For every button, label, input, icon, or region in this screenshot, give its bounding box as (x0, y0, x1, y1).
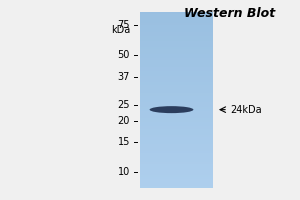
Text: Western Blot: Western Blot (184, 7, 276, 20)
Bar (140, 148, 213, 151)
Bar (140, 144, 213, 146)
Bar (140, 45, 213, 47)
Bar (140, 113, 213, 115)
Bar (140, 85, 213, 87)
Text: 75: 75 (118, 20, 130, 30)
Bar (140, 30, 213, 32)
Bar (140, 162, 213, 164)
Text: 20: 20 (118, 116, 130, 126)
Bar (140, 107, 213, 109)
Bar (140, 98, 213, 100)
Bar (140, 89, 213, 91)
Bar (140, 175, 213, 177)
Bar (140, 58, 213, 60)
Bar (140, 36, 213, 38)
Bar (140, 16, 213, 19)
Text: 25: 25 (118, 100, 130, 110)
Bar (140, 153, 213, 155)
Bar (140, 60, 213, 63)
Bar (140, 100, 213, 102)
Bar (140, 118, 213, 120)
Bar (140, 126, 213, 129)
Bar (140, 34, 213, 36)
Bar (140, 80, 213, 82)
Bar (140, 155, 213, 157)
Bar (140, 166, 213, 168)
Bar (140, 159, 213, 162)
Text: 50: 50 (118, 50, 130, 60)
Bar (140, 69, 213, 71)
Text: 15: 15 (118, 137, 130, 147)
Bar (140, 32, 213, 34)
Bar (140, 74, 213, 76)
Bar (140, 177, 213, 179)
Bar (140, 82, 213, 85)
Bar (140, 63, 213, 65)
Bar (140, 170, 213, 173)
Text: 10: 10 (118, 167, 130, 177)
Ellipse shape (150, 106, 194, 113)
Bar (140, 151, 213, 153)
Bar (140, 129, 213, 131)
Text: 24kDa: 24kDa (230, 105, 262, 115)
Bar (140, 146, 213, 148)
Bar (140, 120, 213, 122)
Bar (140, 21, 213, 23)
Bar (140, 47, 213, 49)
Bar (140, 186, 213, 188)
Bar (140, 164, 213, 166)
Bar (140, 78, 213, 80)
Bar (140, 91, 213, 93)
Bar (140, 19, 213, 21)
Bar (140, 41, 213, 43)
Bar (140, 49, 213, 52)
Bar (140, 96, 213, 98)
Bar (140, 25, 213, 27)
Bar (140, 54, 213, 56)
Bar (140, 140, 213, 142)
Bar (140, 142, 213, 144)
Text: 37: 37 (118, 72, 130, 82)
Bar (140, 52, 213, 54)
Bar (140, 181, 213, 184)
Bar (140, 184, 213, 186)
Bar (140, 93, 213, 96)
Bar (140, 43, 213, 45)
Text: kDa: kDa (111, 25, 130, 35)
Bar (140, 131, 213, 133)
Bar (140, 109, 213, 111)
Bar (140, 12, 213, 14)
Bar (140, 137, 213, 140)
Bar (140, 179, 213, 181)
Bar (140, 102, 213, 104)
Bar (140, 173, 213, 175)
Bar (140, 104, 213, 107)
Bar (140, 115, 213, 118)
Bar (140, 71, 213, 74)
Bar (140, 14, 213, 16)
Bar (140, 38, 213, 41)
Bar (140, 111, 213, 113)
Bar (140, 65, 213, 67)
Bar (140, 122, 213, 124)
Bar (140, 135, 213, 137)
Bar (140, 56, 213, 58)
Bar (140, 27, 213, 30)
Bar (140, 76, 213, 78)
Bar (140, 133, 213, 135)
Bar (140, 168, 213, 170)
Bar (140, 157, 213, 159)
Bar (140, 23, 213, 25)
Bar (140, 124, 213, 126)
Bar (140, 67, 213, 69)
Bar (140, 87, 213, 89)
